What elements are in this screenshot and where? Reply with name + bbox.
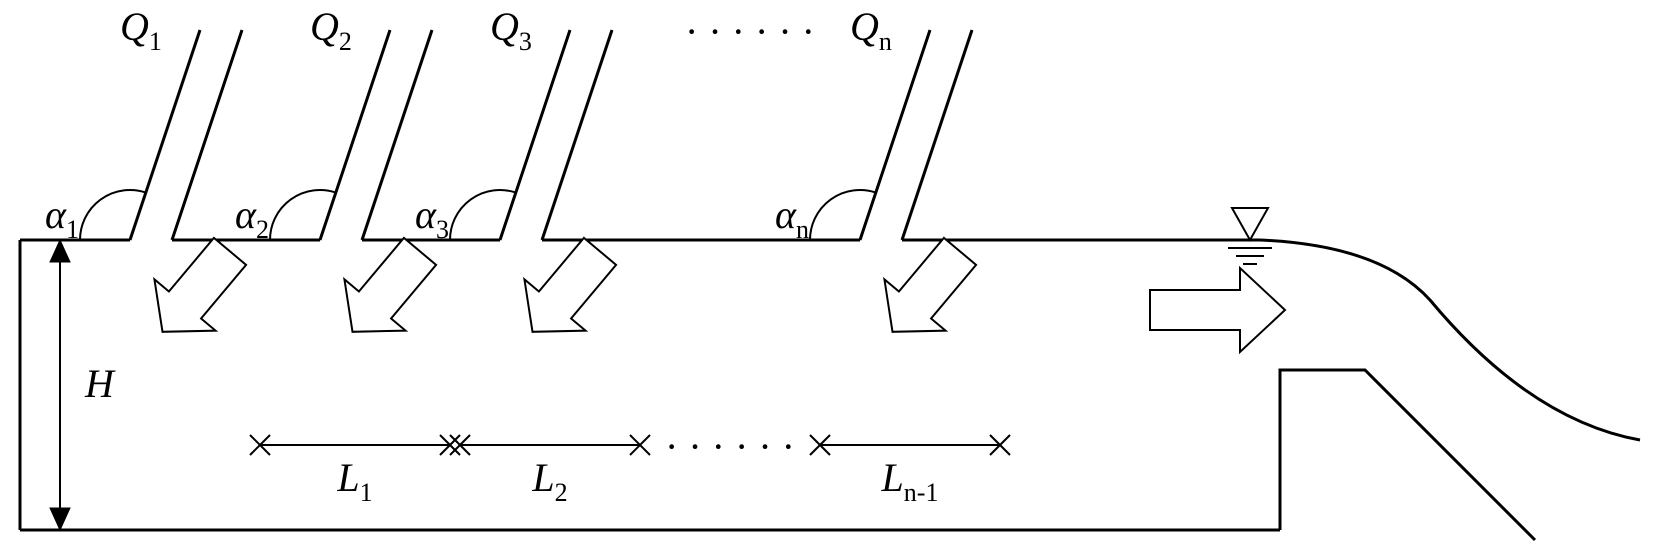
Q-label-3: Q3 <box>490 4 532 56</box>
inflow-arrow <box>132 226 261 358</box>
Q-label-1: Q1 <box>120 4 162 56</box>
alpha-label-2: α2 <box>235 192 269 244</box>
Q-label-2: Q2 <box>310 4 352 56</box>
inflow-arrow <box>502 226 631 358</box>
L-label-1: L1 <box>336 455 372 507</box>
Q-label-n: Qn <box>850 4 892 56</box>
alpha-label-3: α3 <box>415 192 449 244</box>
L-label-n-1: Ln-1 <box>881 455 939 507</box>
inflow-arrow <box>862 226 991 358</box>
hydraulic-diagram: Q1 α1 Q2 α2 Q3 α3 Qn αn · · · · · · H L1 L2 Ln-1 · · … <box>0 0 1659 555</box>
dots-L: · · · · · · <box>665 424 795 469</box>
inflow-arrow <box>322 226 451 358</box>
dots-Q: · · · · · · <box>685 9 815 54</box>
H-label: H <box>84 361 116 406</box>
L-label-2: L2 <box>531 455 567 507</box>
alpha-label-1: α1 <box>45 192 79 244</box>
alpha-label-n: αn <box>775 192 809 244</box>
